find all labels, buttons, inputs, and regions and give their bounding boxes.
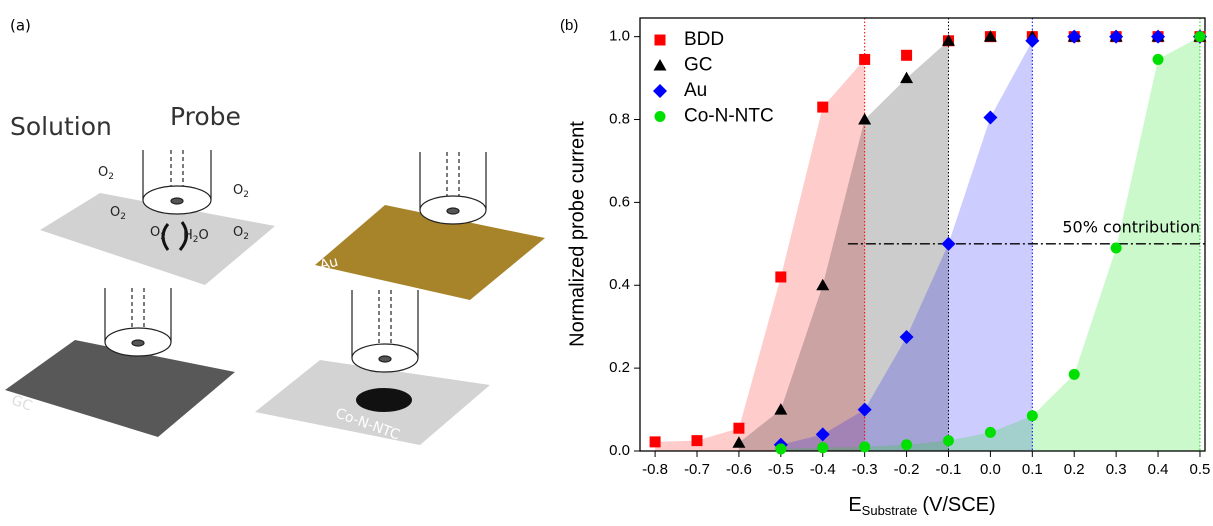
o2-sub: 2 xyxy=(243,190,249,200)
h2o-part: H xyxy=(183,228,193,243)
y-tick-label: 0.2 xyxy=(609,359,630,376)
legend-marker xyxy=(654,59,667,71)
plot-area: 50% contribution -0.8 -0.7 -0.6 -0.5 -0.4 -0.3… xyxy=(609,18,1210,478)
panel-label: (a) xyxy=(10,17,31,35)
plane-label: BDD xyxy=(260,417,294,440)
x-label-unit: (V/SCE) xyxy=(922,494,995,516)
x-label-sub: Substrate xyxy=(862,503,918,518)
marker xyxy=(859,441,870,452)
y-tick-label: 0.8 xyxy=(609,110,630,127)
legend-marker xyxy=(653,84,667,98)
reference-label: 50% contribution xyxy=(1062,217,1200,236)
o2-sub: 2 xyxy=(120,212,126,222)
y-tick-label: 1.0 xyxy=(609,28,630,45)
marker xyxy=(775,443,786,454)
o2-sub: 2 xyxy=(243,232,249,242)
marker xyxy=(1111,242,1122,253)
o2-label: O2 xyxy=(98,165,114,182)
marker xyxy=(901,439,912,450)
y-tick-label: 0.0 xyxy=(609,442,630,459)
legend-label: Co-N-NTC xyxy=(684,106,774,127)
catalyst-spot xyxy=(356,388,412,412)
x-tick-label: 0.4 xyxy=(1148,461,1169,478)
o2-base: O xyxy=(110,205,120,220)
legend-marker xyxy=(655,35,666,46)
legend-marker xyxy=(655,111,666,122)
panel-label: (b) xyxy=(560,17,578,34)
o2-base: O xyxy=(233,183,243,198)
marker xyxy=(985,427,996,438)
o2-label: O2 xyxy=(233,183,249,200)
x-tick-label: -0.1 xyxy=(936,461,962,478)
marker xyxy=(943,435,954,446)
x-tick-label: -0.2 xyxy=(894,461,920,478)
x-tick-label: 0.5 xyxy=(1190,461,1211,478)
marker xyxy=(1194,31,1205,42)
y-axis-label: Normalized probe current xyxy=(566,121,588,347)
legend-label: BDD xyxy=(684,29,724,50)
page: {"diagram": { "panel": "(a)", "solution"… xyxy=(0,0,1213,526)
marker xyxy=(859,54,870,65)
plane-label: BDD xyxy=(60,253,90,275)
marker xyxy=(692,435,703,446)
o2-base: O xyxy=(98,165,108,180)
legend-label: Au xyxy=(684,80,707,101)
x-tick-label: 0.3 xyxy=(1106,461,1127,478)
x-tick-label: -0.5 xyxy=(768,461,794,478)
x-tick-label: -0.7 xyxy=(684,461,710,478)
o2-base: O xyxy=(233,225,243,240)
h2o-part: O xyxy=(199,228,209,243)
o2-base: O xyxy=(150,225,160,240)
marker xyxy=(1027,410,1038,421)
y-tick-label: 0.6 xyxy=(609,193,630,210)
marker xyxy=(817,442,828,453)
marker xyxy=(901,50,912,61)
x-tick-label: -0.4 xyxy=(810,461,836,478)
plane-label: Au xyxy=(318,254,340,274)
x-label-main: E xyxy=(848,494,861,516)
marker xyxy=(775,271,786,282)
y-tick-label: 0.4 xyxy=(609,276,630,293)
plane xyxy=(5,340,235,437)
legend-label: GC xyxy=(684,55,713,76)
figure: (a) Solution Probe O2O2O2O2O2 H2O BDD xyxy=(0,0,1213,521)
x-tick-label: -0.8 xyxy=(642,461,668,478)
marker xyxy=(733,423,744,434)
x-tick-label: -0.6 xyxy=(726,461,752,478)
solution-label: Solution xyxy=(10,112,112,141)
x-axis-label: ESubstrate (V/SCE) xyxy=(848,494,995,518)
probe-label: Probe xyxy=(170,102,241,131)
x-tick-label: 0.1 xyxy=(1022,461,1043,478)
o2-sub: 2 xyxy=(160,232,166,242)
o2-sub: 2 xyxy=(108,172,114,182)
x-tick-label: 0.2 xyxy=(1064,461,1085,478)
marker xyxy=(1153,54,1164,65)
marker xyxy=(650,436,661,447)
x-tick-label: 0.0 xyxy=(980,461,1001,478)
marker xyxy=(817,102,828,113)
marker xyxy=(1069,369,1080,380)
x-tick-label: -0.3 xyxy=(852,461,878,478)
